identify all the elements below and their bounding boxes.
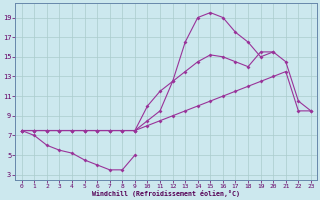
X-axis label: Windchill (Refroidissement éolien,°C): Windchill (Refroidissement éolien,°C) [92, 190, 240, 197]
